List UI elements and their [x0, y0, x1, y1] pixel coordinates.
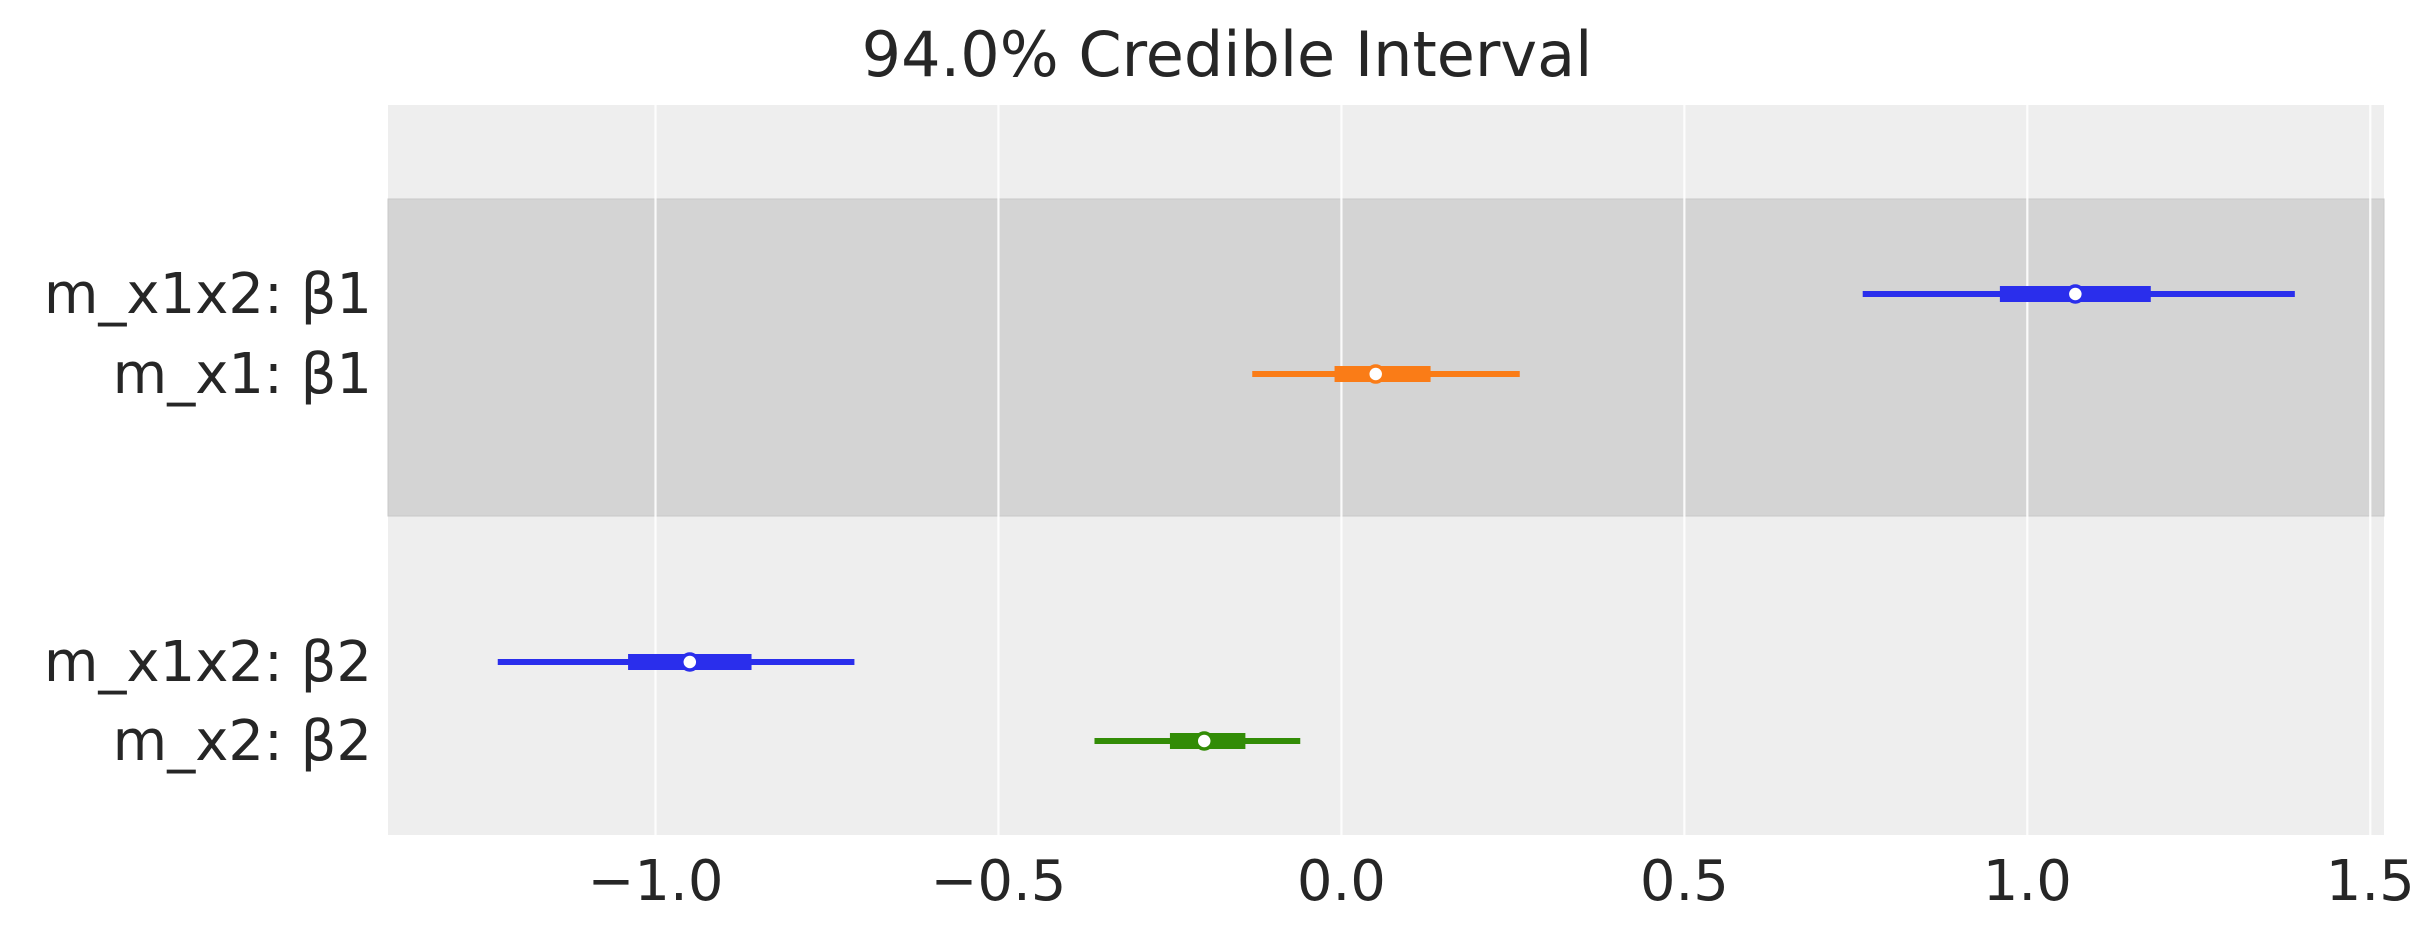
median-point: [1194, 731, 1214, 751]
x-tick-label: 1.0: [1983, 849, 2072, 914]
y-tick-labels: m_x1x2: β1 m_x1: β1 m_x1x2: β2 m_x2: β2: [44, 262, 372, 774]
x-tick-label: −0.5: [930, 849, 1066, 914]
x-tick-label: 0.5: [1640, 849, 1729, 914]
y-tick-label: m_x1x2: β1: [44, 262, 372, 327]
y-tick-label: m_x2: β2: [113, 709, 372, 774]
grid-lines: [654, 105, 2372, 835]
median-point: [680, 652, 700, 672]
y-tick-label: m_x1: β1: [113, 342, 372, 407]
x-tick-label: −1.0: [588, 849, 724, 914]
x-tick-label: 0.0: [1297, 849, 1386, 914]
x-tick-labels: −1.0 −0.5 0.0 0.5 1.0 1.5: [588, 849, 2415, 914]
group-band-beta1: [387, 198, 2385, 517]
interval-marks: [497, 284, 2295, 751]
median-point: [1365, 364, 1386, 384]
x-tick-label: 1.5: [2326, 849, 2415, 914]
y-tick-label: m_x1x2: β2: [44, 630, 372, 695]
median-point: [2065, 284, 2086, 304]
chart-title: 94.0% Credible Interval: [862, 18, 1593, 91]
